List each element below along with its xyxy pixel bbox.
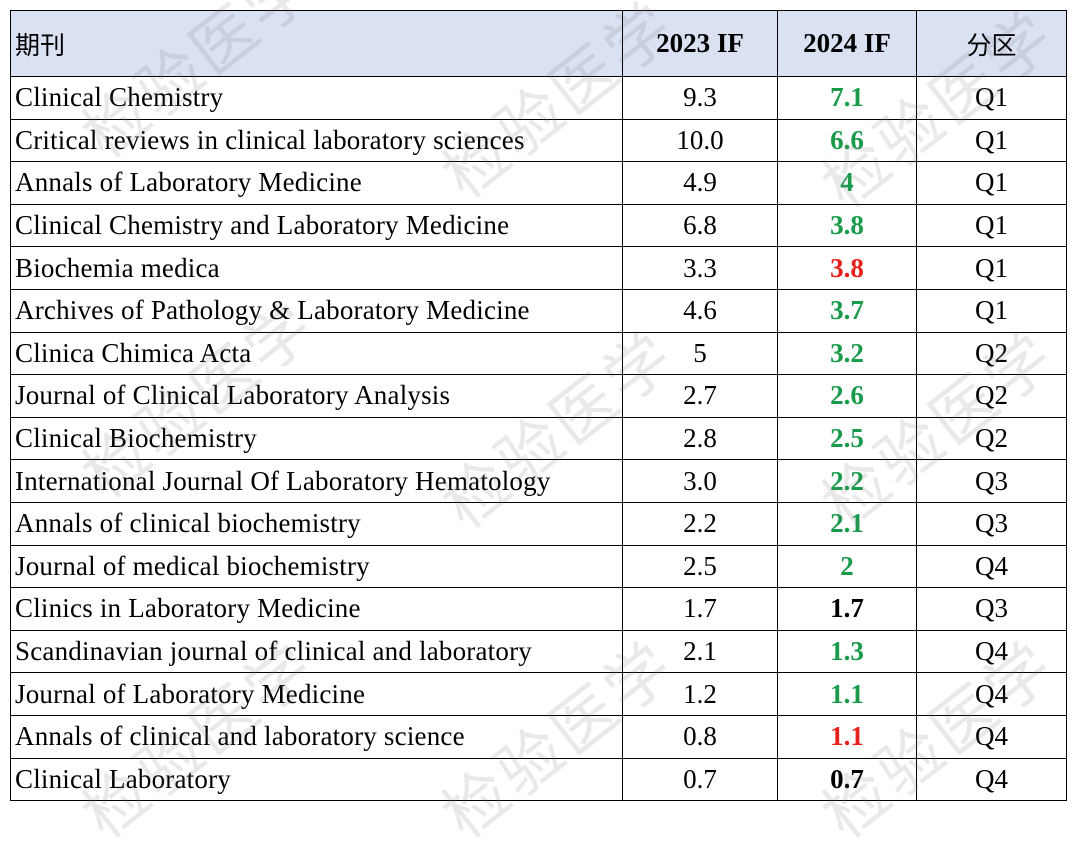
table-row: International Journal Of Laboratory Hema…	[10, 459, 1067, 503]
quartile-cell: Q1	[916, 76, 1067, 120]
journal-name-cell: Scandinavian journal of clinical and lab…	[10, 629, 623, 674]
table-row: Clinical Chemistry and Laboratory Medici…	[10, 203, 1067, 248]
journal-name-cell: Annals of clinical and laboratory scienc…	[10, 714, 623, 759]
if-2023-cell: 2.5	[622, 544, 778, 589]
journal-name-cell: Archives of Pathology & Laboratory Medic…	[10, 288, 623, 333]
table-row: Clinical Laboratory 0.7 0.7 Q4	[10, 757, 1067, 802]
journal-name-cell: Annals of Laboratory Medicine	[10, 161, 623, 205]
if-2024-cell: 3.2	[777, 331, 917, 376]
if-2024-cell: 2	[777, 544, 917, 589]
if-2024-cell: 2.1	[777, 501, 917, 546]
if-2024-cell: 2.6	[777, 374, 917, 418]
if-2023-cell: 4.9	[622, 161, 778, 205]
if-2024-cell: 3.8	[777, 203, 917, 248]
quartile-cell: Q2	[916, 374, 1067, 418]
if-2023-cell: 2.2	[622, 501, 778, 546]
quartile-cell: Q4	[916, 672, 1067, 716]
journal-name-cell: Clinical Biochemistry	[10, 416, 623, 461]
if-2024-cell: 6.6	[777, 118, 917, 163]
quartile-cell: Q4	[916, 629, 1067, 674]
journal-name-cell: Clinical Chemistry	[10, 76, 623, 120]
if-2024-cell: 1.1	[777, 672, 917, 716]
if-2023-cell: 5	[622, 331, 778, 376]
if-2023-cell: 9.3	[622, 76, 778, 120]
if-2024-cell: 0.7	[777, 757, 917, 802]
header-if-2024: 2024 IF	[777, 10, 917, 77]
if-2023-cell: 2.8	[622, 416, 778, 461]
journal-name-cell: Clinics in Laboratory Medicine	[10, 587, 623, 631]
table-body: Clinical Chemistry 9.3 7.1 Q1 Critical revie…	[10, 76, 1067, 802]
if-2024-cell: 3.8	[777, 246, 917, 290]
quartile-cell: Q3	[916, 459, 1067, 503]
journal-name-cell: Critical reviews in clinical laboratory …	[10, 118, 623, 163]
if-2023-cell: 6.8	[622, 203, 778, 248]
quartile-cell: Q4	[916, 714, 1067, 759]
quartile-cell: Q1	[916, 203, 1067, 248]
if-2024-cell: 4	[777, 161, 917, 205]
quartile-cell: Q2	[916, 416, 1067, 461]
header-if-2023: 2023 IF	[622, 10, 778, 77]
if-2023-cell: 1.2	[622, 672, 778, 716]
if-2023-cell: 10.0	[622, 118, 778, 163]
journal-name-cell: International Journal Of Laboratory Hema…	[10, 459, 623, 503]
impact-factor-table: 期刊 2023 IF 2024 IF 分区 Clinical Chemistry…	[10, 10, 1067, 802]
if-2024-cell: 1.7	[777, 587, 917, 631]
if-2023-cell: 3.0	[622, 459, 778, 503]
table-row: Clinica Chimica Acta 5 3.2 Q2	[10, 331, 1067, 376]
if-2024-cell: 2.5	[777, 416, 917, 461]
table-row: Clinical Biochemistry 2.8 2.5 Q2	[10, 416, 1067, 461]
quartile-cell: Q2	[916, 331, 1067, 376]
if-2024-cell: 3.7	[777, 288, 917, 333]
if-2023-cell: 2.1	[622, 629, 778, 674]
quartile-cell: Q1	[916, 246, 1067, 290]
journal-name-cell: Journal of medical biochemistry	[10, 544, 623, 589]
if-2023-cell: 0.8	[622, 714, 778, 759]
if-2024-cell: 1.1	[777, 714, 917, 759]
header-journal: 期刊	[10, 10, 623, 77]
journal-name-cell: Biochemia medica	[10, 246, 623, 290]
quartile-cell: Q1	[916, 161, 1067, 205]
table-row: Journal of medical biochemistry 2.5 2 Q4	[10, 544, 1067, 589]
quartile-cell: Q4	[916, 757, 1067, 802]
quartile-cell: Q3	[916, 501, 1067, 546]
header-quartile: 分区	[916, 10, 1067, 77]
table-row: Annals of Laboratory Medicine 4.9 4 Q1	[10, 161, 1067, 205]
impact-factor-table-container: 期刊 2023 IF 2024 IF 分区 Clinical Chemistry…	[10, 10, 1067, 802]
if-2024-cell: 7.1	[777, 76, 917, 120]
journal-name-cell: Journal of Clinical Laboratory Analysis	[10, 374, 623, 418]
table-row: Annals of clinical biochemistry 2.2 2.1 Q3	[10, 501, 1067, 546]
table-row: Biochemia medica 3.3 3.8 Q1	[10, 246, 1067, 290]
if-2024-cell: 1.3	[777, 629, 917, 674]
quartile-cell: Q3	[916, 587, 1067, 631]
if-2024-cell: 2.2	[777, 459, 917, 503]
table-row: Clinics in Laboratory Medicine 1.7 1.7 Q3	[10, 587, 1067, 631]
table-header-row: 期刊 2023 IF 2024 IF 分区	[10, 10, 1067, 77]
journal-name-cell: Clinica Chimica Acta	[10, 331, 623, 376]
if-2023-cell: 2.7	[622, 374, 778, 418]
table-row: Scandinavian journal of clinical and lab…	[10, 629, 1067, 674]
quartile-cell: Q1	[916, 288, 1067, 333]
table-row: Clinical Chemistry 9.3 7.1 Q1	[10, 76, 1067, 120]
table-row: Critical reviews in clinical laboratory …	[10, 118, 1067, 163]
quartile-cell: Q1	[916, 118, 1067, 163]
journal-name-cell: Annals of clinical biochemistry	[10, 501, 623, 546]
table-row: Archives of Pathology & Laboratory Medic…	[10, 288, 1067, 333]
table-row: Journal of Laboratory Medicine 1.2 1.1 Q4	[10, 672, 1067, 716]
if-2023-cell: 0.7	[622, 757, 778, 802]
journal-name-cell: Clinical Laboratory	[10, 757, 623, 802]
table-row: Annals of clinical and laboratory scienc…	[10, 714, 1067, 759]
if-2023-cell: 3.3	[622, 246, 778, 290]
journal-name-cell: Clinical Chemistry and Laboratory Medici…	[10, 203, 623, 248]
quartile-cell: Q4	[916, 544, 1067, 589]
if-2023-cell: 1.7	[622, 587, 778, 631]
if-2023-cell: 4.6	[622, 288, 778, 333]
journal-name-cell: Journal of Laboratory Medicine	[10, 672, 623, 716]
table-row: Journal of Clinical Laboratory Analysis 2…	[10, 374, 1067, 418]
